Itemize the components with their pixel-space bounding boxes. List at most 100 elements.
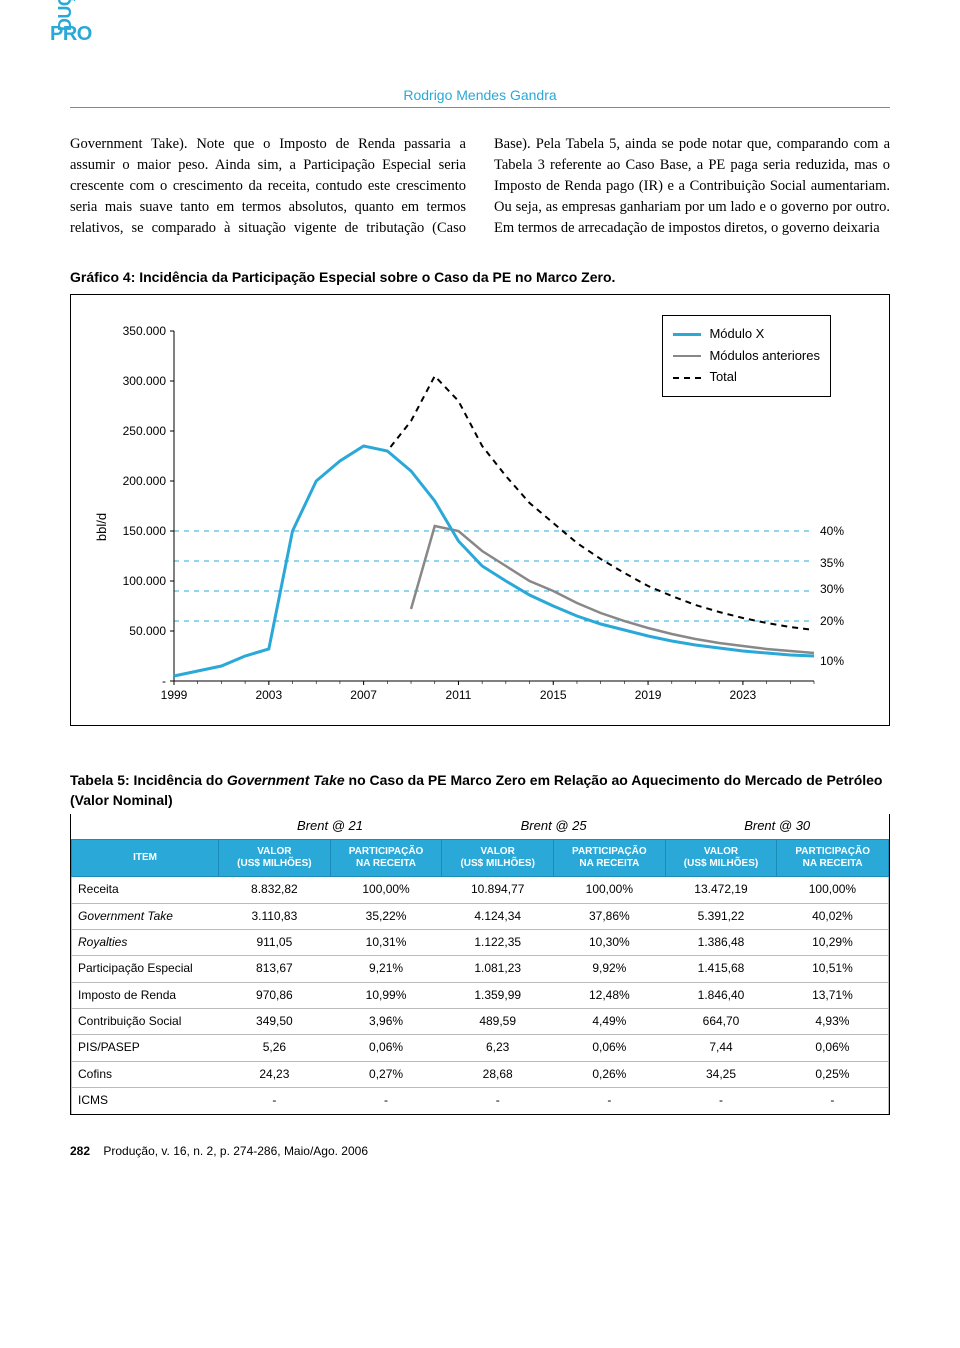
table-cell: 34,25 — [665, 1061, 777, 1087]
svg-text:30%: 30% — [820, 582, 844, 596]
table-head: ITEMVALOR(US$ MILHÕES)PARTICIPAÇÃONA REC… — [72, 840, 889, 877]
table-cell: 24,23 — [219, 1061, 331, 1087]
svg-text:-: - — [162, 674, 166, 688]
table-row-label: Government Take — [72, 903, 219, 929]
table-group-headers: Brent @ 21Brent @ 25Brent @ 30 — [71, 814, 889, 839]
legend-swatch — [673, 377, 701, 379]
table-row-label: PIS/PASEP — [72, 1035, 219, 1061]
table-cell: 1.386,48 — [665, 929, 777, 955]
table-caption-gt: Government Take — [227, 772, 345, 788]
table-cell: 5,26 — [219, 1035, 331, 1061]
table-cell: 100,00% — [777, 877, 889, 903]
table-cell: 813,67 — [219, 956, 331, 982]
footer-citation: Produção, v. 16, n. 2, p. 274-286, Maio/… — [103, 1144, 368, 1158]
table-row: Receita8.832,82100,00%10.894,77100,00%13… — [72, 877, 889, 903]
table-cell: 10,29% — [777, 929, 889, 955]
table-cell: 0,25% — [777, 1061, 889, 1087]
table-cell: 911,05 — [219, 929, 331, 955]
table-row: Cofins24,230,27%28,680,26%34,250,25% — [72, 1061, 889, 1087]
table-cell: 664,70 — [665, 1009, 777, 1035]
table-row: Contribuição Social349,503,96%489,594,49… — [72, 1009, 889, 1035]
svg-text:2007: 2007 — [350, 688, 377, 702]
table-cell: 10,30% — [554, 929, 666, 955]
journal-logo: PRODUÇÃO — [50, 20, 155, 49]
table-cell: 12,48% — [554, 982, 666, 1008]
table-cell: 37,86% — [554, 903, 666, 929]
table-row: Participação Especial813,679,21%1.081,23… — [72, 956, 889, 982]
legend-label: Total — [709, 368, 736, 387]
table-row-label: Cofins — [72, 1061, 219, 1087]
svg-text:2023: 2023 — [730, 688, 757, 702]
table-cell: 489,59 — [442, 1009, 554, 1035]
table-row-label: Participação Especial — [72, 956, 219, 982]
table-column-header: PARTICIPAÇÃONA RECEITA — [330, 840, 442, 877]
svg-text:2019: 2019 — [635, 688, 662, 702]
body-col2: Pela Tabela 5, ainda se pode notar que, … — [494, 136, 890, 236]
table-column-header: VALOR(US$ MILHÕES) — [219, 840, 331, 877]
svg-text:20%: 20% — [820, 614, 844, 628]
table-column-header: PARTICIPAÇÃONA RECEITA — [777, 840, 889, 877]
svg-text:bbl/d: bbl/d — [94, 513, 109, 541]
table-row: PIS/PASEP5,260,06%6,230,06%7,440,06% — [72, 1035, 889, 1061]
table-cell: - — [330, 1088, 442, 1114]
svg-text:35%: 35% — [820, 556, 844, 570]
svg-text:300.000: 300.000 — [123, 374, 167, 388]
table-cell: 3,96% — [330, 1009, 442, 1035]
legend-label: Módulos anteriores — [709, 347, 820, 366]
table-cell: 1.081,23 — [442, 956, 554, 982]
table-column-header: PARTICIPAÇÃONA RECEITA — [554, 840, 666, 877]
svg-text:40%: 40% — [820, 524, 844, 538]
svg-text:50.000: 50.000 — [129, 624, 166, 638]
chart-container: bbl/d350.000300.000250.000200.000150.000… — [70, 294, 890, 726]
table-row-label: ICMS — [72, 1088, 219, 1114]
legend-label: Módulo X — [709, 325, 764, 344]
svg-text:100.000: 100.000 — [123, 574, 167, 588]
table-cell: 100,00% — [330, 877, 442, 903]
table-cell: 10,51% — [777, 956, 889, 982]
table-cell: - — [777, 1088, 889, 1114]
table-cell: 100,00% — [554, 877, 666, 903]
table-group-header: Brent @ 21 — [218, 817, 442, 836]
table-cell: 0,06% — [777, 1035, 889, 1061]
legend-swatch — [673, 333, 701, 336]
table-row: ICMS------ — [72, 1088, 889, 1114]
table-column-header: VALOR(US$ MILHÕES) — [442, 840, 554, 877]
table-row-label: Contribuição Social — [72, 1009, 219, 1035]
table-cell: 7,44 — [665, 1035, 777, 1061]
table-cell: 349,50 — [219, 1009, 331, 1035]
table-cell: 4,93% — [777, 1009, 889, 1035]
table-cell: 4.124,34 — [442, 903, 554, 929]
table-cell: 0,06% — [330, 1035, 442, 1061]
table-cell: 1.846,40 — [665, 982, 777, 1008]
svg-text:10%: 10% — [820, 654, 844, 668]
svg-text:350.000: 350.000 — [123, 324, 167, 338]
page-footer: 282 Produção, v. 16, n. 2, p. 274-286, M… — [70, 1143, 890, 1160]
table-cell: 1.359,99 — [442, 982, 554, 1008]
table-row-label: Royalties — [72, 929, 219, 955]
table-row-label: Receita — [72, 877, 219, 903]
table-cell: 9,92% — [554, 956, 666, 982]
table-cell: - — [219, 1088, 331, 1114]
svg-text:2011: 2011 — [446, 688, 472, 702]
table-cell: - — [554, 1088, 666, 1114]
table-cell: 0,27% — [330, 1061, 442, 1087]
table-row-label: Imposto de Renda — [72, 982, 219, 1008]
legend-item: Módulos anteriores — [673, 347, 820, 366]
table-row: Imposto de Renda970,8610,99%1.359,9912,4… — [72, 982, 889, 1008]
table-group-header: Brent @ 30 — [665, 817, 889, 836]
table-row: Royalties911,0510,31%1.122,3510,30%1.386… — [72, 929, 889, 955]
table-wrapper: Brent @ 21Brent @ 25Brent @ 30 ITEMVALOR… — [70, 814, 890, 1114]
svg-text:2003: 2003 — [255, 688, 282, 702]
chart-legend: Módulo X Módulos anteriores Total — [662, 315, 831, 398]
table-cell: 4,49% — [554, 1009, 666, 1035]
logo-ducao: DUÇÃO — [52, 0, 78, 31]
table-cell: 13.472,19 — [665, 877, 777, 903]
table-caption-prefix: Tabela 5: Incidência do — [70, 772, 227, 788]
table-column-header: VALOR(US$ MILHÕES) — [665, 840, 777, 877]
table-cell: 1.415,68 — [665, 956, 777, 982]
table-cell: - — [665, 1088, 777, 1114]
table-cell: 1.122,35 — [442, 929, 554, 955]
table-cell: 970,86 — [219, 982, 331, 1008]
body-col1: Government Take). Note que o Imposto de … — [70, 136, 531, 236]
legend-item: Módulo X — [673, 325, 820, 344]
